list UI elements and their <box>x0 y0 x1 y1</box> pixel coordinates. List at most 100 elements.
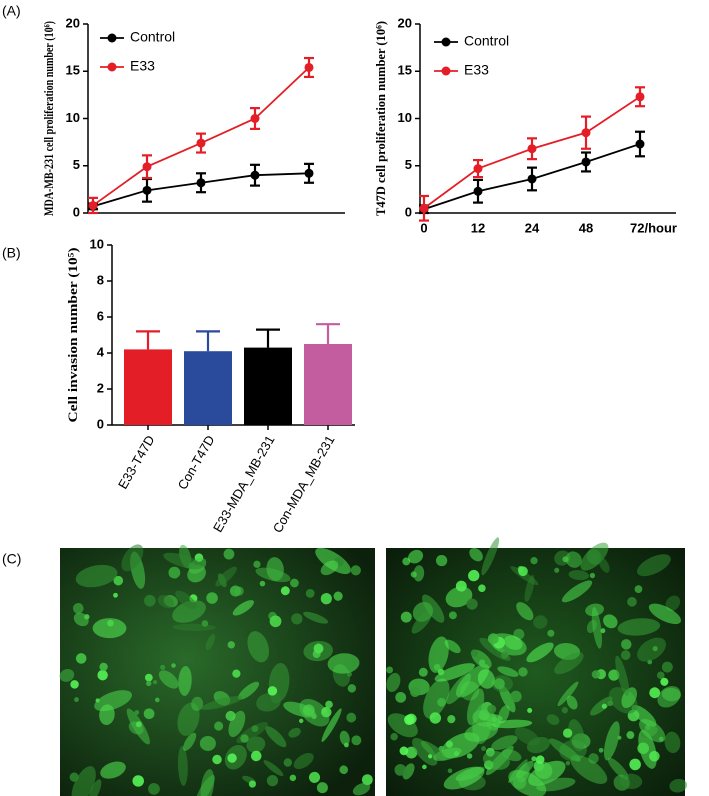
cell <box>99 662 108 672</box>
error-bar <box>316 323 340 344</box>
cell <box>649 687 661 699</box>
micrograph-cells <box>386 537 688 796</box>
cell <box>621 639 632 650</box>
legend-marker <box>441 37 451 47</box>
point <box>527 174 537 184</box>
cell <box>132 775 144 787</box>
point <box>88 200 98 210</box>
cell <box>491 735 518 750</box>
cell <box>255 567 291 583</box>
cell <box>291 613 303 625</box>
cell <box>135 721 142 728</box>
cell <box>347 684 357 693</box>
cell <box>327 653 360 674</box>
cell <box>214 721 224 731</box>
cell <box>590 696 613 716</box>
cell <box>437 668 445 676</box>
y-tick-label: 6 <box>97 308 104 323</box>
cell <box>177 745 188 787</box>
cell <box>199 735 216 751</box>
cell <box>410 686 421 698</box>
y-tick-label: 10 <box>66 110 80 125</box>
cell <box>536 777 576 792</box>
cell <box>70 680 79 689</box>
cell <box>620 650 631 660</box>
x-tick-label: 24 <box>525 220 540 235</box>
cell <box>247 631 270 663</box>
cell <box>290 578 299 588</box>
cell <box>172 600 206 623</box>
cell <box>423 678 450 719</box>
cell <box>386 672 401 693</box>
y-tick-label: 0 <box>97 416 104 431</box>
cell <box>288 727 301 738</box>
cell <box>455 580 467 592</box>
y-tick-label: 0 <box>405 204 412 219</box>
x-tick-label: Con-MDA_MB-231 <box>270 433 338 536</box>
cell <box>158 670 179 689</box>
point <box>473 186 483 196</box>
cell <box>445 740 454 748</box>
cell <box>665 595 681 612</box>
cell <box>175 590 197 610</box>
cell <box>394 764 407 776</box>
cell <box>346 712 357 723</box>
cell <box>75 564 118 588</box>
cell <box>168 566 181 579</box>
y-tick-label: 20 <box>398 15 412 30</box>
cell <box>492 719 533 729</box>
cell <box>74 697 79 702</box>
cell <box>547 629 555 637</box>
cell <box>448 611 457 620</box>
cell <box>320 593 332 605</box>
y-axis-label: MDA-MB-231 cell proliferation number (10… <box>41 21 56 216</box>
cell <box>343 742 349 748</box>
cell <box>626 731 635 739</box>
cell <box>518 566 528 577</box>
bar <box>304 344 352 425</box>
cell <box>399 746 409 756</box>
cell <box>661 661 673 673</box>
point <box>635 92 645 102</box>
cell <box>562 728 573 738</box>
cell <box>232 600 254 616</box>
error-bar <box>136 330 160 350</box>
legend-marker <box>107 33 117 43</box>
cell <box>152 680 158 685</box>
cell <box>75 653 87 664</box>
cell <box>434 663 475 682</box>
cell <box>250 750 262 762</box>
cell <box>148 783 160 795</box>
legend-label: E33 <box>130 58 155 74</box>
cell <box>177 702 200 736</box>
cell <box>627 597 637 607</box>
cell <box>591 607 603 649</box>
legend-label: Control <box>130 29 175 45</box>
cell <box>516 602 534 621</box>
cell <box>293 752 314 770</box>
cell <box>468 569 480 582</box>
x-tick-label: 72/hour <box>630 220 677 235</box>
cell <box>321 708 342 742</box>
cell <box>246 736 266 753</box>
cell <box>191 696 204 712</box>
cell <box>443 766 485 790</box>
x-tick-label: 12 <box>471 220 485 235</box>
cell <box>407 549 424 564</box>
cell <box>413 565 425 582</box>
cell <box>435 554 448 567</box>
cell <box>491 675 513 693</box>
y-tick-label: 10 <box>90 236 104 251</box>
cell <box>598 557 610 573</box>
point <box>142 162 152 172</box>
cell <box>206 592 218 604</box>
cell <box>305 588 315 598</box>
cell <box>469 547 483 562</box>
cell <box>422 764 427 770</box>
cell <box>73 612 89 627</box>
cell <box>422 594 445 623</box>
point <box>304 168 314 178</box>
cell <box>390 732 398 741</box>
cell <box>97 669 108 681</box>
